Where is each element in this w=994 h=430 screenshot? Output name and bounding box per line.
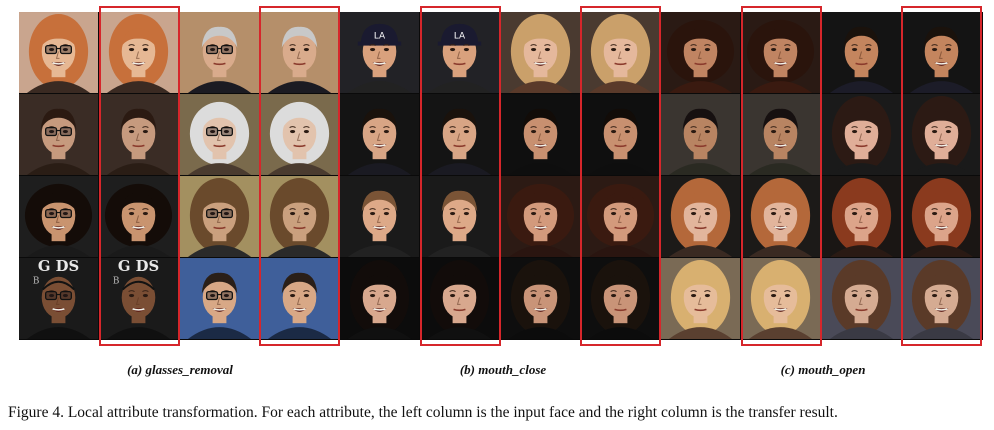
svg-text:B: B: [113, 277, 120, 287]
result-face-thumbnail: [260, 258, 339, 339]
result-face-thumbnail: [581, 176, 660, 257]
result-face-thumbnail: [99, 94, 178, 175]
panel-b-label: (b) mouth_close: [459, 362, 547, 377]
input-face-thumbnail: [661, 94, 740, 175]
input-face-thumbnail: [501, 176, 580, 257]
panel-glasses-removal: G DS B G DS B: [19, 6, 341, 346]
input-face-thumbnail: [661, 176, 740, 257]
result-face-thumbnail: [99, 12, 178, 93]
input-face-thumbnail: [180, 176, 259, 257]
result-face-thumbnail: [741, 258, 820, 339]
result-face-thumbnail: [99, 176, 178, 257]
input-face-thumbnail: G DS B: [19, 258, 98, 339]
svg-text:LA: LA: [374, 32, 385, 42]
input-face-thumbnail: [180, 258, 259, 339]
panel-mouth-close: LA LA: [340, 6, 662, 346]
input-face-thumbnail: [822, 94, 901, 175]
result-face-thumbnail: [420, 176, 499, 257]
panel-mouth-open: [661, 6, 983, 346]
input-face-thumbnail: LA: [340, 12, 419, 93]
figure-caption: Figure 4. Local attribute transformation…: [8, 404, 838, 421]
result-face-thumbnail: [420, 94, 499, 175]
result-face-thumbnail: LA: [420, 12, 499, 93]
result-face-thumbnail: [902, 94, 981, 175]
result-column-highlight: [901, 6, 982, 346]
svg-text:LA: LA: [454, 32, 465, 42]
input-face-thumbnail: [180, 94, 259, 175]
input-face-thumbnail: [501, 12, 580, 93]
svg-text:G DS: G DS: [118, 258, 159, 275]
panel-c-label: (c) mouth_open: [780, 362, 866, 377]
result-face-thumbnail: [581, 94, 660, 175]
result-column-highlight: [580, 6, 661, 346]
result-face-thumbnail: [741, 12, 820, 93]
result-face-thumbnail: [741, 94, 820, 175]
result-column-highlight: [99, 6, 180, 346]
result-column-highlight: [741, 6, 822, 346]
result-face-thumbnail: [260, 176, 339, 257]
result-face-thumbnail: [581, 12, 660, 93]
result-column-highlight: [259, 6, 340, 346]
result-face-thumbnail: G DS B: [99, 258, 178, 339]
result-face-thumbnail: [741, 176, 820, 257]
input-face-thumbnail: [822, 258, 901, 339]
input-face-thumbnail: [822, 12, 901, 93]
figure-image-strip: G DS B G DS B LA LA: [19, 6, 983, 346]
input-face-thumbnail: [19, 12, 98, 93]
input-face-thumbnail: [661, 12, 740, 93]
result-face-thumbnail: [260, 12, 339, 93]
input-face-thumbnail: [501, 258, 580, 339]
result-column-highlight: [420, 6, 501, 346]
result-face-thumbnail: [260, 94, 339, 175]
input-face-thumbnail: [340, 176, 419, 257]
input-face-thumbnail: [661, 258, 740, 339]
result-face-thumbnail: [581, 258, 660, 339]
result-face-thumbnail: [902, 176, 981, 257]
input-face-thumbnail: [19, 176, 98, 257]
input-face-thumbnail: [180, 12, 259, 93]
input-face-thumbnail: [19, 94, 98, 175]
input-face-thumbnail: [501, 94, 580, 175]
result-face-thumbnail: [902, 12, 981, 93]
panel-a-label: (a) glasses_removal: [127, 362, 233, 377]
input-face-thumbnail: [822, 176, 901, 257]
result-face-thumbnail: [902, 258, 981, 339]
svg-text:B: B: [33, 277, 40, 287]
result-face-thumbnail: [420, 258, 499, 339]
input-face-thumbnail: [340, 258, 419, 339]
svg-text:G DS: G DS: [38, 258, 79, 275]
input-face-thumbnail: [340, 94, 419, 175]
